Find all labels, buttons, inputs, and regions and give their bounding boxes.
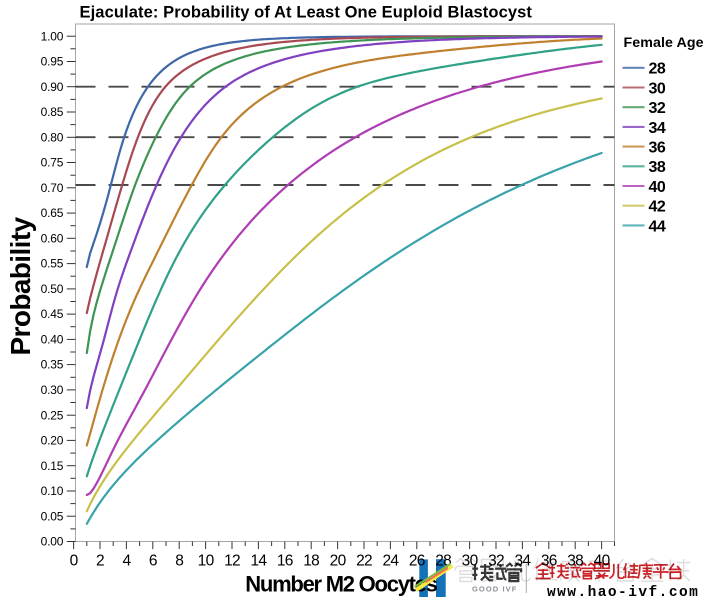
svg-text:18: 18 xyxy=(303,553,319,570)
svg-text:0.50: 0.50 xyxy=(41,282,64,296)
svg-text:34: 34 xyxy=(649,120,666,137)
svg-text:6: 6 xyxy=(149,553,157,570)
svg-text:0.55: 0.55 xyxy=(41,257,64,271)
svg-text:Probability: Probability xyxy=(5,216,36,355)
svg-text:0.25: 0.25 xyxy=(41,408,64,422)
svg-text:0.65: 0.65 xyxy=(41,206,64,220)
svg-text:Female Age: Female Age xyxy=(624,35,704,51)
svg-text:0.15: 0.15 xyxy=(41,459,64,473)
svg-text:0.30: 0.30 xyxy=(41,383,64,397)
svg-text:1.00: 1.00 xyxy=(41,29,64,43)
svg-text:42: 42 xyxy=(649,199,666,216)
svg-text:28: 28 xyxy=(649,61,666,78)
svg-text:0.95: 0.95 xyxy=(41,55,64,69)
svg-text:www.hao-ivf.com: www.hao-ivf.com xyxy=(547,585,699,597)
svg-text:0.00: 0.00 xyxy=(41,535,64,549)
svg-text:2: 2 xyxy=(96,553,104,570)
svg-text:0.75: 0.75 xyxy=(41,156,64,170)
svg-text:0.60: 0.60 xyxy=(41,231,64,245)
svg-text:10: 10 xyxy=(198,553,215,570)
svg-text:32: 32 xyxy=(649,100,666,117)
svg-text:Ejaculate: Probability of At L: Ejaculate: Probability of At Least One E… xyxy=(80,3,533,21)
svg-text:34: 34 xyxy=(514,553,531,570)
svg-text:40: 40 xyxy=(649,179,666,196)
svg-text:0.35: 0.35 xyxy=(41,358,64,372)
svg-text:22: 22 xyxy=(356,553,372,570)
svg-text:0.40: 0.40 xyxy=(41,333,64,347)
svg-text:4: 4 xyxy=(122,553,131,570)
svg-text:Number M2 Oocytes: Number M2 Oocytes xyxy=(245,571,437,596)
svg-text:44: 44 xyxy=(649,218,666,235)
svg-text:30: 30 xyxy=(649,80,666,97)
svg-text:8: 8 xyxy=(175,553,183,570)
svg-text:36: 36 xyxy=(649,140,666,157)
svg-text:24: 24 xyxy=(382,553,399,570)
svg-text:20: 20 xyxy=(330,553,347,570)
svg-text:0.10: 0.10 xyxy=(41,484,64,498)
svg-text:GOOD IVF: GOOD IVF xyxy=(472,585,517,594)
svg-text:0.70: 0.70 xyxy=(41,181,64,195)
svg-text:14: 14 xyxy=(250,553,267,570)
svg-text:0: 0 xyxy=(70,553,79,570)
svg-text:38: 38 xyxy=(649,159,666,176)
svg-text:12: 12 xyxy=(224,553,240,570)
svg-text:0.20: 0.20 xyxy=(41,434,64,448)
svg-text:0.80: 0.80 xyxy=(41,130,64,144)
svg-text:0.90: 0.90 xyxy=(41,80,64,94)
svg-text:0.85: 0.85 xyxy=(41,105,64,119)
svg-text:0.05: 0.05 xyxy=(41,509,64,523)
svg-text:0.45: 0.45 xyxy=(41,307,64,321)
svg-text:16: 16 xyxy=(277,553,293,570)
